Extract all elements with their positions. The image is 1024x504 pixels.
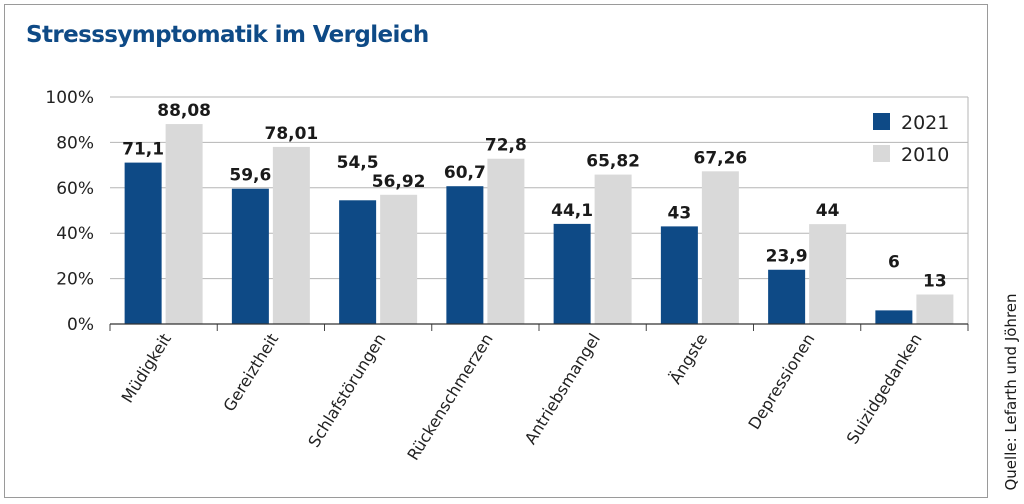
- bar-2010-4: [594, 174, 632, 324]
- bar-2010-0: [165, 124, 203, 324]
- bar-2010-5: [701, 171, 739, 324]
- value-label-2021-4: 44,1: [551, 201, 593, 221]
- value-label-2010-6: 44: [816, 201, 840, 221]
- chart-frame: [4, 4, 988, 498]
- y-tick-label: 100%: [45, 88, 94, 108]
- bar-2010-7: [916, 294, 954, 324]
- category-label: Suizidgedanken: [843, 330, 926, 447]
- value-label-2010-4: 65,82: [586, 152, 640, 172]
- value-label-2010-1: 78,01: [264, 124, 318, 144]
- y-tick-label: 20%: [56, 270, 94, 290]
- y-tick-label: 40%: [56, 224, 94, 244]
- value-label-2010-3: 72,8: [485, 136, 527, 156]
- bar-2021-2: [339, 200, 377, 324]
- value-label-2021-3: 60,7: [444, 163, 486, 183]
- bar-2021-7: [875, 310, 913, 324]
- bar-2021-0: [124, 162, 162, 324]
- value-label-2010-7: 13: [923, 271, 947, 291]
- category-label: Depressionen: [744, 330, 818, 433]
- value-label-2010-2: 56,92: [372, 172, 426, 192]
- category-label: Schlafstörungen: [304, 330, 389, 451]
- value-label-2021-5: 43: [668, 203, 692, 223]
- value-label-2010-0: 88,08: [157, 101, 211, 121]
- value-label-2021-1: 59,6: [229, 166, 271, 186]
- bar-2021-1: [231, 188, 269, 324]
- category-label: Ängste: [666, 330, 712, 387]
- y-tick-label: 60%: [56, 179, 94, 199]
- legend-label-2021: 2021: [901, 112, 949, 134]
- y-tick-label: 80%: [56, 133, 94, 153]
- value-label-2021-7: 6: [888, 252, 900, 272]
- bar-2010-6: [809, 224, 847, 324]
- y-tick-label: 0%: [67, 315, 94, 335]
- value-label-2021-2: 54,5: [337, 153, 379, 173]
- category-label: Müdigkeit: [118, 330, 175, 406]
- value-label-2021-0: 71,1: [122, 140, 164, 160]
- bar-2010-2: [380, 194, 418, 324]
- category-label: Rückenschmerzen: [403, 330, 496, 464]
- category-label: Gereiztheit: [219, 330, 282, 415]
- value-label-2021-6: 23,9: [766, 247, 808, 267]
- legend-swatch-2021: [873, 113, 890, 130]
- value-label-2010-5: 67,26: [693, 148, 747, 168]
- legend-swatch-2010: [873, 145, 890, 162]
- bar-2010-3: [487, 158, 525, 324]
- bar-2010-1: [272, 146, 310, 324]
- bar-2021-3: [446, 186, 484, 324]
- legend-label-2010: 2010: [901, 144, 949, 166]
- bar-2021-6: [768, 269, 806, 324]
- bar-2021-5: [660, 226, 698, 324]
- category-label: Antriebsmangel: [521, 330, 604, 448]
- bar-2021-4: [553, 223, 591, 324]
- chart-title: Stresssymptomatik im Vergleich: [26, 22, 429, 48]
